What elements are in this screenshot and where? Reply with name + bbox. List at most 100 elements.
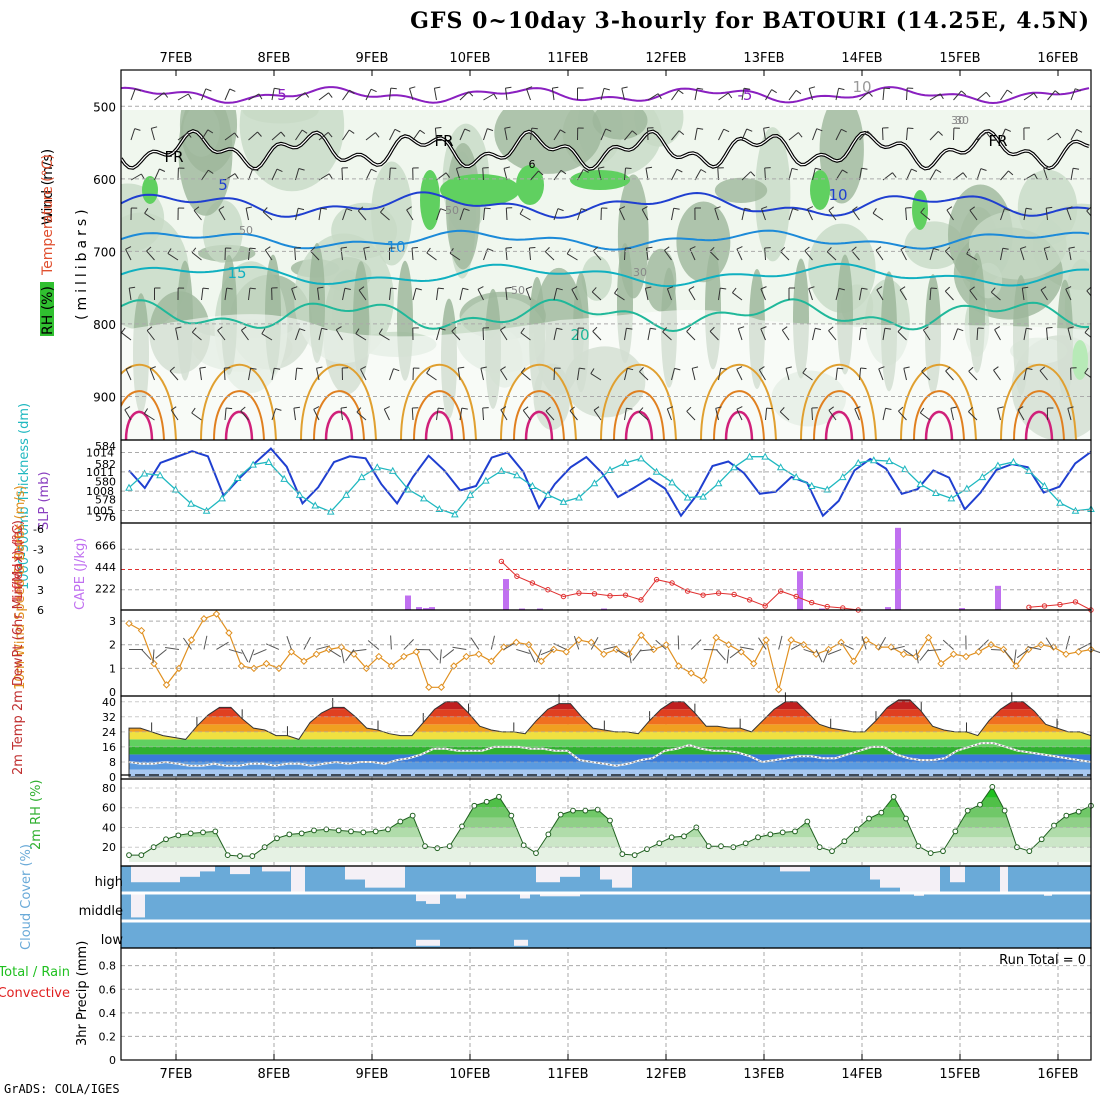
wind-barb bbox=[736, 368, 743, 381]
wind-barb bbox=[459, 288, 464, 301]
wind-barb bbox=[1045, 208, 1048, 221]
wind-barb-flag bbox=[997, 406, 1004, 409]
thickness-point bbox=[513, 471, 521, 479]
wind-barb-flag bbox=[759, 366, 765, 371]
cloud-high-gap bbox=[612, 866, 632, 888]
rh-shade-patch bbox=[968, 210, 1067, 280]
wind-barb-flag bbox=[780, 246, 786, 252]
wind-barb-flag bbox=[415, 287, 422, 291]
wind-barb bbox=[342, 129, 350, 141]
wind-barb-flag bbox=[291, 286, 298, 290]
wind-barb bbox=[882, 408, 886, 421]
wind-barb-flag bbox=[363, 246, 370, 249]
wind-barb-flag bbox=[249, 287, 256, 290]
wind-barb-flag bbox=[187, 93, 192, 100]
wind-barb-flag bbox=[1043, 166, 1050, 170]
isotherm-15 bbox=[121, 262, 1090, 288]
wind-barb bbox=[1095, 248, 1097, 260]
wind-barb-flag bbox=[782, 326, 788, 331]
wind-barb-flag bbox=[1054, 90, 1061, 95]
wind-barb bbox=[920, 412, 931, 421]
wind-barb bbox=[647, 328, 651, 341]
surface-wind-barb bbox=[822, 649, 830, 663]
wind-barb-flag bbox=[144, 208, 149, 214]
isotherm-30-loop bbox=[913, 390, 965, 440]
wind-barb-flag bbox=[327, 132, 333, 138]
wind-barb-flag bbox=[310, 246, 316, 252]
wind-barb bbox=[903, 368, 907, 381]
rh-shade-high bbox=[440, 174, 520, 206]
wind-barb-flag bbox=[1044, 246, 1051, 249]
wind-barb-flag bbox=[921, 366, 927, 372]
rh-point bbox=[952, 828, 959, 835]
wind-speed-point bbox=[575, 636, 583, 644]
wind-speed-point bbox=[949, 650, 958, 658]
thickness-point bbox=[978, 473, 987, 481]
wind-barb bbox=[577, 368, 580, 381]
wind-barb bbox=[526, 88, 531, 101]
wind-barb bbox=[694, 88, 698, 101]
wind-barb-flag bbox=[631, 130, 638, 135]
wind-barb-flag bbox=[571, 286, 578, 290]
isotherm-25-loop bbox=[121, 363, 177, 440]
wind-barb-flag bbox=[249, 247, 256, 250]
wind-barb bbox=[318, 92, 329, 101]
wind-barb-flag bbox=[761, 206, 768, 210]
thickness-point bbox=[575, 493, 583, 501]
cape-bar bbox=[503, 579, 509, 610]
rh-legend-box bbox=[40, 282, 54, 336]
wind-barb bbox=[459, 91, 470, 101]
thickness-point bbox=[559, 497, 568, 505]
wind-barb-flag bbox=[458, 366, 465, 369]
wind-barb bbox=[788, 90, 797, 101]
wind-barb-flag bbox=[1039, 366, 1046, 371]
wind-barb bbox=[553, 288, 558, 301]
wind-barb-flag bbox=[1076, 128, 1083, 133]
wind-barb-flag bbox=[477, 286, 484, 290]
precip-conv-label: Convective bbox=[0, 986, 70, 1001]
wind-barb bbox=[976, 327, 979, 341]
wind-barb bbox=[1039, 370, 1048, 381]
wind-barb bbox=[878, 368, 884, 381]
wind-barb-flag bbox=[1005, 128, 1011, 132]
wind-barb bbox=[130, 173, 142, 181]
isotherm-35-loop bbox=[324, 410, 354, 440]
thickness-point bbox=[621, 458, 630, 466]
slp-tick: 1005 bbox=[86, 505, 114, 518]
wind-barb bbox=[929, 287, 932, 301]
surface-wind-barb bbox=[729, 649, 742, 659]
rh-point bbox=[187, 830, 194, 837]
thickness-tick: 578 bbox=[95, 493, 116, 506]
wind-barb-flag bbox=[962, 172, 968, 178]
wind-barb bbox=[732, 292, 743, 301]
cloud-level-high: high bbox=[95, 875, 123, 890]
wind-barb-flag bbox=[1033, 173, 1038, 180]
wind-barb-flag bbox=[316, 366, 323, 369]
wind-barb bbox=[365, 168, 372, 181]
wind-barb bbox=[804, 250, 813, 261]
contour-label: FR bbox=[434, 132, 453, 150]
wind-barb bbox=[1023, 328, 1027, 341]
wind-barb-flag bbox=[390, 287, 397, 290]
wind-barb bbox=[645, 248, 649, 261]
wind-barb bbox=[170, 409, 179, 421]
cloud-high-gap bbox=[230, 866, 250, 875]
wind-barb-flag bbox=[907, 127, 914, 129]
wind-barb-flag bbox=[151, 126, 158, 129]
wind-barb bbox=[788, 168, 793, 181]
surface-wind-barb bbox=[452, 646, 467, 650]
wind-barb bbox=[929, 169, 937, 181]
cape-bar bbox=[895, 527, 901, 610]
wind-barb-flag bbox=[1084, 327, 1090, 333]
wind-barb bbox=[686, 331, 696, 341]
page-title: GFS 0~10day 3-hourly for BATOURI (14.25E… bbox=[410, 8, 1090, 34]
wind-barb-flag bbox=[662, 327, 668, 333]
wind-barb bbox=[360, 369, 367, 381]
cloud-high-gap bbox=[365, 866, 405, 888]
wind-barb bbox=[835, 288, 840, 301]
wind-barb-flag bbox=[815, 167, 822, 171]
wind-barb-flag bbox=[807, 206, 814, 210]
slp-line bbox=[128, 447, 1092, 518]
wind-barb bbox=[121, 332, 132, 341]
